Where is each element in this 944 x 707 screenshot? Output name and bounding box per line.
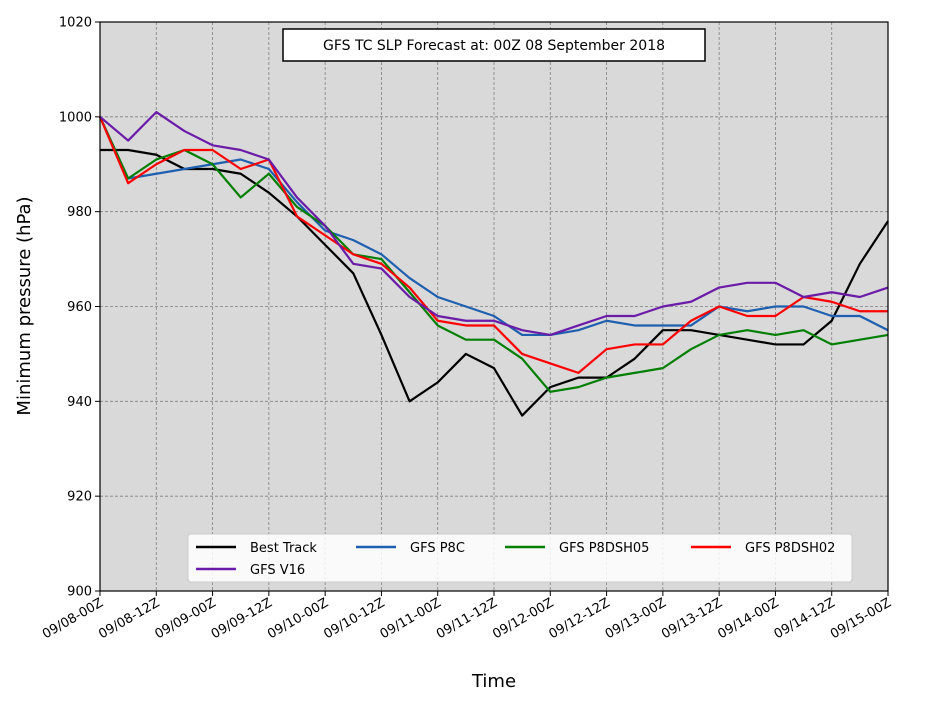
x-axis: 09/08-00Z09/08-12Z09/09-00Z09/09-12Z09/1… <box>40 591 894 642</box>
x-tick-label: 09/13-12Z <box>659 595 725 642</box>
y-tick-label: 940 <box>67 395 92 410</box>
y-tick-label: 960 <box>67 300 92 315</box>
x-tick-label: 09/09-12Z <box>209 595 275 642</box>
x-tick-label: 09/09-00Z <box>153 595 219 642</box>
x-axis-label: Time <box>471 671 516 692</box>
x-tick-label: 09/08-12Z <box>96 595 162 642</box>
y-tick-label: 980 <box>67 205 92 220</box>
legend-box <box>187 533 853 583</box>
x-tick-label: 09/14-12Z <box>772 595 838 642</box>
x-tick-label: 09/10-00Z <box>265 595 331 642</box>
x-tick-label: 09/15-00Z <box>828 595 894 642</box>
x-tick-label: 09/11-12Z <box>434 595 500 642</box>
series-line-best-track <box>100 148 889 417</box>
grid-lines <box>100 22 888 591</box>
series-line-gfs-p8dsh05 <box>98 116 889 393</box>
title-box: GFS TC SLP Forecast at: 00Z 08 September… <box>282 28 706 62</box>
y-axis: 900 920 940 960 980 1000 1020 <box>59 16 100 600</box>
x-tick-label: 09/12-12Z <box>547 595 613 642</box>
series-lines <box>98 110 889 417</box>
y-tick-label: 1020 <box>59 16 92 31</box>
legend-label: GFS V16 <box>250 563 305 578</box>
chart-title: GFS TC SLP Forecast at: 00Z 08 September… <box>323 38 665 54</box>
x-tick-label: 09/13-00Z <box>603 595 669 642</box>
x-tick-label: 09/11-00Z <box>378 595 444 642</box>
x-tick-label: 09/10-12Z <box>321 595 387 642</box>
y-tick-label: 1000 <box>59 110 92 125</box>
legend: Best Track GFS P8C GFS P8DSH05 GFS P8DSH02 G… <box>187 533 853 583</box>
series-line-gfs-p8c <box>98 116 889 337</box>
y-tick-label: 900 <box>67 585 92 600</box>
series-line-gfs-p8dsh02 <box>98 116 888 374</box>
legend-label: GFS P8DSH05 <box>559 541 649 556</box>
y-tick-label: 920 <box>67 490 92 505</box>
x-tick-label: 09/08-00Z <box>40 595 106 642</box>
x-tick-label: 09/14-00Z <box>715 595 781 642</box>
legend-label: Best Track <box>250 541 317 556</box>
legend-label: GFS P8C <box>410 541 465 556</box>
x-tick-label: 09/12-00Z <box>490 595 556 642</box>
legend-label: GFS P8DSH02 <box>745 541 835 556</box>
series-line-gfs-v16 <box>99 110 889 337</box>
y-axis-label: Minimum pressure (hPa) <box>14 196 35 415</box>
